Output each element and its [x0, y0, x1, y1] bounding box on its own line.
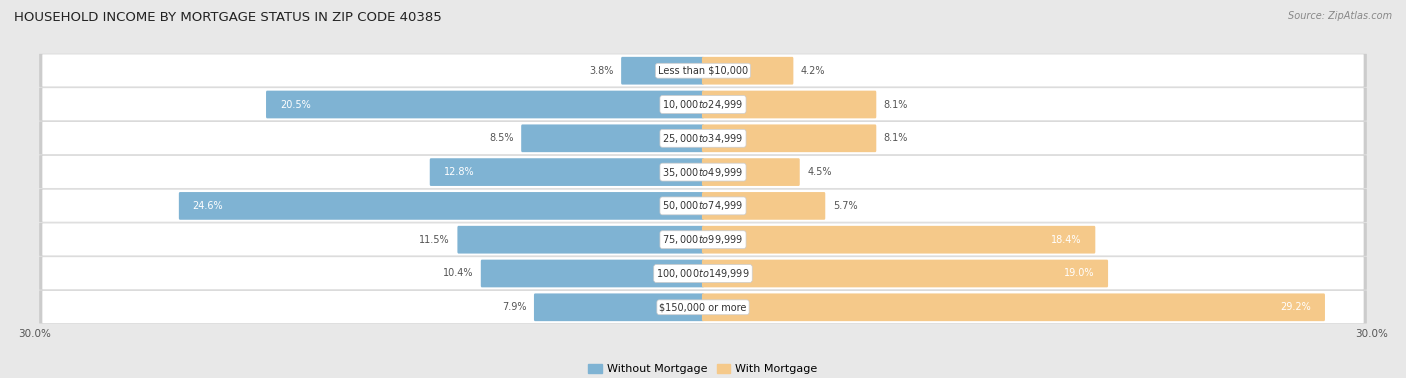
FancyBboxPatch shape [42, 291, 1364, 323]
Text: HOUSEHOLD INCOME BY MORTGAGE STATUS IN ZIP CODE 40385: HOUSEHOLD INCOME BY MORTGAGE STATUS IN Z… [14, 11, 441, 24]
FancyBboxPatch shape [702, 91, 876, 118]
FancyBboxPatch shape [39, 54, 1367, 87]
Text: $75,000 to $99,999: $75,000 to $99,999 [662, 233, 744, 246]
FancyBboxPatch shape [42, 122, 1364, 154]
FancyBboxPatch shape [42, 156, 1364, 188]
Text: 8.1%: 8.1% [884, 99, 908, 110]
FancyBboxPatch shape [621, 57, 704, 85]
Text: 29.2%: 29.2% [1281, 302, 1312, 312]
FancyBboxPatch shape [42, 223, 1364, 256]
FancyBboxPatch shape [534, 293, 704, 321]
FancyBboxPatch shape [39, 189, 1367, 222]
Text: $150,000 or more: $150,000 or more [659, 302, 747, 312]
Text: 8.5%: 8.5% [489, 133, 513, 143]
FancyBboxPatch shape [39, 155, 1367, 188]
FancyBboxPatch shape [702, 158, 800, 186]
Text: $25,000 to $34,999: $25,000 to $34,999 [662, 132, 744, 145]
Text: $35,000 to $49,999: $35,000 to $49,999 [662, 166, 744, 178]
Text: Less than $10,000: Less than $10,000 [658, 66, 748, 76]
Text: 24.6%: 24.6% [193, 201, 224, 211]
Text: 4.5%: 4.5% [807, 167, 832, 177]
FancyBboxPatch shape [522, 124, 704, 152]
Text: 8.1%: 8.1% [884, 133, 908, 143]
FancyBboxPatch shape [702, 260, 1108, 287]
Text: 7.9%: 7.9% [502, 302, 526, 312]
Text: 30.0%: 30.0% [1355, 329, 1388, 339]
FancyBboxPatch shape [42, 257, 1364, 290]
Text: 19.0%: 19.0% [1064, 268, 1094, 279]
Text: 18.4%: 18.4% [1052, 235, 1081, 245]
Text: $10,000 to $24,999: $10,000 to $24,999 [662, 98, 744, 111]
FancyBboxPatch shape [430, 158, 704, 186]
FancyBboxPatch shape [39, 223, 1367, 256]
Text: 11.5%: 11.5% [419, 235, 450, 245]
Text: 4.2%: 4.2% [801, 66, 825, 76]
Text: 20.5%: 20.5% [280, 99, 311, 110]
Text: 12.8%: 12.8% [443, 167, 474, 177]
FancyBboxPatch shape [179, 192, 704, 220]
Text: 3.8%: 3.8% [589, 66, 613, 76]
FancyBboxPatch shape [39, 88, 1367, 121]
FancyBboxPatch shape [702, 293, 1324, 321]
FancyBboxPatch shape [702, 57, 793, 85]
FancyBboxPatch shape [42, 54, 1364, 87]
Text: $50,000 to $74,999: $50,000 to $74,999 [662, 200, 744, 212]
Text: 30.0%: 30.0% [18, 329, 51, 339]
FancyBboxPatch shape [702, 192, 825, 220]
FancyBboxPatch shape [702, 124, 876, 152]
Text: $100,000 to $149,999: $100,000 to $149,999 [657, 267, 749, 280]
FancyBboxPatch shape [457, 226, 704, 254]
Legend: Without Mortgage, With Mortgage: Without Mortgage, With Mortgage [583, 359, 823, 378]
FancyBboxPatch shape [266, 91, 704, 118]
Text: Source: ZipAtlas.com: Source: ZipAtlas.com [1288, 11, 1392, 21]
FancyBboxPatch shape [39, 121, 1367, 155]
Text: 5.7%: 5.7% [832, 201, 858, 211]
FancyBboxPatch shape [39, 290, 1367, 324]
FancyBboxPatch shape [39, 257, 1367, 290]
Text: 10.4%: 10.4% [443, 268, 474, 279]
FancyBboxPatch shape [42, 189, 1364, 222]
FancyBboxPatch shape [702, 226, 1095, 254]
FancyBboxPatch shape [42, 88, 1364, 120]
FancyBboxPatch shape [481, 260, 704, 287]
